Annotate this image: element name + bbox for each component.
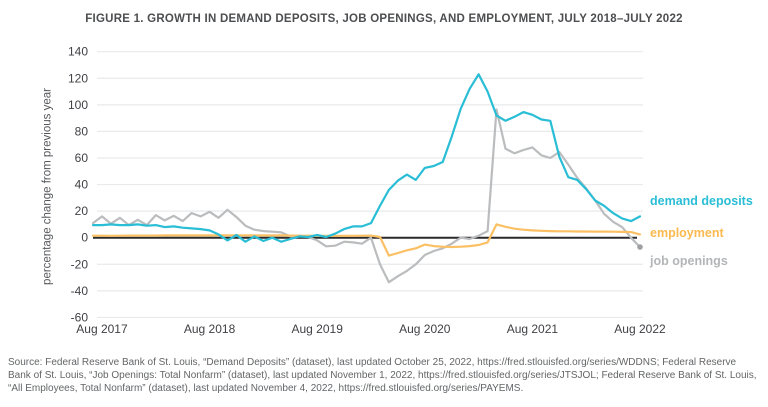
y-tick-label: 100 [68,98,88,112]
source-note: Source: Federal Reserve Bank of St. Loui… [8,357,757,395]
series-line-employment [91,223,642,257]
series-line-job-openings [91,108,642,284]
legend-demand-deposits: demand deposits [650,194,753,208]
legend-job-openings: job openings [650,254,728,268]
y-tick-label: 0 [81,231,88,245]
y-tick-label: -20 [71,257,89,271]
y-tick-label: -60 [71,310,89,324]
y-tick-label: 20 [75,204,89,218]
y-tick-label: 40 [75,178,89,192]
x-tick-label: Aug 2020 [399,322,451,336]
y-tick-label: 80 [75,124,89,138]
x-tick-label: Aug 2021 [507,322,559,336]
y-tick-label: 140 [68,45,88,59]
figure-title: FIGURE 1. GROWTH IN DEMAND DEPOSITS, JOB… [85,13,683,25]
y-axis-title: percentage change from previous year [41,88,54,285]
x-tick-label: Aug 2018 [184,322,236,336]
x-tick-label: Aug 2019 [291,322,343,336]
x-tick-label: Aug 2022 [614,322,666,336]
x-tick-label: Aug 2017 [76,322,128,336]
y-tick-label: -40 [71,284,89,298]
series-line-demand-deposits [91,73,642,243]
y-tick-label: 60 [75,151,89,165]
series-endpoint-dot-job-openings [637,244,643,250]
y-tick-label: 120 [68,71,88,85]
legend-employment: employment [650,226,724,240]
